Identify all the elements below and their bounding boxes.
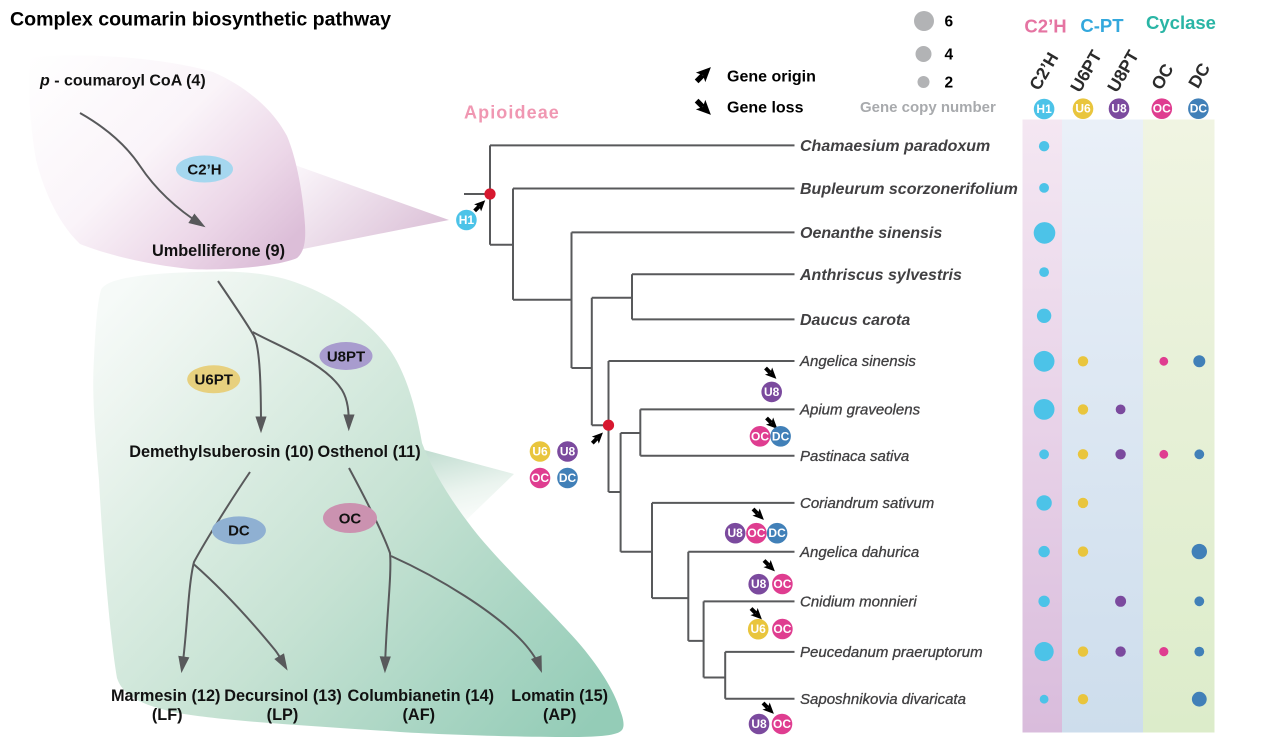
svg-text:(LP): (LP): [267, 706, 299, 724]
svg-text:Cnidium monnieri: Cnidium monnieri: [800, 594, 917, 611]
svg-text:4: 4: [945, 47, 954, 64]
svg-text:Oenanthe sinensis: Oenanthe sinensis: [800, 225, 942, 242]
svg-text:U6PT: U6PT: [195, 372, 233, 389]
svg-text:C2’H: C2’H: [1025, 49, 1062, 94]
svg-text:U8: U8: [1111, 102, 1127, 116]
svg-text:DC: DC: [772, 429, 790, 443]
svg-text:Anthriscus sylvestris: Anthriscus sylvestris: [799, 267, 962, 284]
svg-text:Gene origin: Gene origin: [727, 69, 816, 86]
svg-text:U8: U8: [751, 577, 767, 591]
svg-text:Columbianetin (14): Columbianetin (14): [348, 687, 495, 705]
svg-text:C-PT: C-PT: [1080, 15, 1124, 36]
svg-text:p - coumaroyl CoA (4): p - coumaroyl CoA (4): [39, 73, 206, 90]
svg-text:Daucus carota: Daucus carota: [800, 312, 910, 329]
svg-text:OC: OC: [339, 510, 362, 527]
svg-text:U8PT: U8PT: [1103, 46, 1143, 95]
svg-text:Gene loss: Gene loss: [727, 99, 804, 116]
svg-text:OC: OC: [773, 622, 791, 636]
svg-text:Cyclase: Cyclase: [1146, 12, 1216, 33]
svg-text:2: 2: [945, 75, 954, 92]
svg-text:DC: DC: [1184, 59, 1214, 91]
svg-text:C2’H: C2’H: [187, 161, 221, 178]
svg-text:Apium graveolens: Apium graveolens: [799, 402, 921, 419]
svg-text:OC: OC: [531, 471, 549, 485]
svg-text:Marmesin (12): Marmesin (12): [111, 687, 221, 705]
svg-text:U8PT: U8PT: [327, 348, 365, 365]
svg-text:Saposhnikovia divaricata: Saposhnikovia divaricata: [800, 691, 966, 708]
svg-text:C2’H: C2’H: [1024, 16, 1066, 37]
svg-text:6: 6: [945, 14, 954, 31]
svg-text:U8: U8: [751, 717, 767, 731]
svg-text:OC: OC: [1147, 60, 1178, 93]
svg-text:U6: U6: [532, 445, 548, 459]
svg-text:Pastinaca sativa: Pastinaca sativa: [800, 448, 909, 465]
svg-text:Apioideae: Apioideae: [464, 103, 560, 123]
svg-text:OC: OC: [1153, 102, 1171, 116]
svg-text:Bupleurum scorzonerifolium: Bupleurum scorzonerifolium: [800, 181, 1018, 198]
svg-text:Peucedanum praeruptorum: Peucedanum praeruptorum: [800, 644, 983, 661]
svg-text:(AP): (AP): [543, 706, 576, 724]
svg-text:Umbelliferone (9): Umbelliferone (9): [152, 242, 285, 260]
svg-text:OC: OC: [747, 526, 765, 540]
svg-text:Demethylsuberosin (10): Demethylsuberosin (10): [129, 443, 314, 461]
svg-text:U8: U8: [560, 445, 576, 459]
svg-text:Angelica sinensis: Angelica sinensis: [799, 353, 916, 370]
svg-text:Decursinol (13): Decursinol (13): [224, 687, 342, 705]
svg-text:OC: OC: [751, 429, 769, 443]
svg-text:Chamaesium paradoxum: Chamaesium paradoxum: [800, 138, 990, 155]
svg-text:Gene copy number: Gene copy number: [860, 99, 996, 116]
svg-text:Coriandrum sativum: Coriandrum sativum: [800, 495, 934, 512]
svg-text:Angelica dahurica: Angelica dahurica: [799, 544, 919, 561]
svg-text:Osthenol (11): Osthenol (11): [318, 443, 421, 461]
svg-text:DC: DC: [559, 471, 577, 485]
svg-text:(AF): (AF): [403, 706, 436, 724]
svg-text:U8: U8: [764, 385, 780, 399]
svg-text:U8: U8: [728, 526, 744, 540]
svg-text:H1: H1: [459, 213, 475, 227]
svg-text:U6: U6: [1075, 102, 1091, 116]
svg-text:OC: OC: [773, 717, 791, 731]
svg-text:H1: H1: [1036, 102, 1052, 116]
svg-text:Lomatin (15): Lomatin (15): [511, 687, 608, 705]
svg-text:DC: DC: [768, 526, 786, 540]
svg-text:U6: U6: [751, 622, 767, 636]
svg-text:Complex coumarin biosynthetic: Complex coumarin biosynthetic pathway: [10, 9, 391, 31]
svg-text:(LF): (LF): [152, 706, 183, 724]
svg-text:DC: DC: [1190, 102, 1208, 116]
svg-text:DC: DC: [228, 523, 250, 540]
svg-text:OC: OC: [773, 577, 791, 591]
svg-text:U6PT: U6PT: [1066, 46, 1106, 95]
